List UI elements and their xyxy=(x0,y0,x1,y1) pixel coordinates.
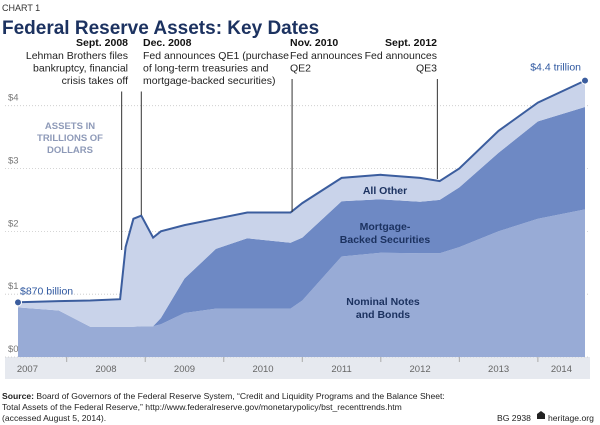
annotation-text: of long-term treasuries and xyxy=(143,63,269,75)
annotation-text: Lehman Brothers files xyxy=(26,50,128,62)
x-tick-label: 2014 xyxy=(551,364,572,375)
series-label: Nominal Notes xyxy=(346,296,420,308)
x-axis-band xyxy=(5,357,590,379)
source-line: Board of Governors of the Federal Reserv… xyxy=(34,391,445,401)
series-label: and Bonds xyxy=(356,309,410,321)
y-tick-label: $3 xyxy=(8,156,19,167)
annotation-text: bankruptcy, financial xyxy=(33,63,128,75)
annotation-text: crisis takes off xyxy=(62,75,128,87)
x-tick-label: 2010 xyxy=(252,364,273,375)
callout-dot xyxy=(581,76,589,85)
y-tick-label: $0 xyxy=(8,344,19,355)
y-axis-label: TRILLIONS OF xyxy=(37,133,103,144)
y-tick-label: $2 xyxy=(8,218,19,229)
callout-dot xyxy=(14,298,22,307)
site-icon xyxy=(537,411,545,419)
area xyxy=(18,209,585,357)
annotation-text: Fed announces xyxy=(365,50,437,62)
y-axis-label: DOLLARS xyxy=(47,145,93,156)
series-label: Mortgage- xyxy=(360,221,411,233)
report-id: BG 2938 xyxy=(497,413,531,423)
annotation-date: Nov. 2010 xyxy=(290,37,338,49)
area xyxy=(18,80,585,327)
callout-label: $4.4 trillion xyxy=(530,62,581,74)
source-line: (accessed August 5, 2014). xyxy=(2,413,106,423)
y-tick-label: $4 xyxy=(8,93,19,104)
annotation-text: Fed announces QE1 (purchase xyxy=(143,50,289,62)
chart-label: CHART 1 xyxy=(2,3,40,13)
site: heritage.org xyxy=(548,413,594,423)
x-tick-label: 2011 xyxy=(331,364,351,375)
callout-label: $870 billion xyxy=(20,285,73,297)
x-tick-label: 2008 xyxy=(95,364,116,375)
x-tick-label: 2013 xyxy=(488,364,509,375)
x-tick-label: 2007 xyxy=(17,364,38,375)
source: Source: Board of Governors of the Federa… xyxy=(2,391,445,401)
source-line: Total Assets of the Federal Reserve,” ht… xyxy=(2,402,402,412)
annotation-text: QE2 xyxy=(290,63,311,75)
series-label: All Other xyxy=(363,185,407,197)
y-axis-label: ASSETS IN xyxy=(45,121,95,132)
area xyxy=(18,107,585,327)
annotation-text: mortgage-backed securities) xyxy=(143,75,275,87)
series-label: Backed Securities xyxy=(340,234,431,246)
y-tick-label: $1 xyxy=(8,281,19,292)
annotation-date: Sept. 2008 xyxy=(76,37,128,49)
annotation-text: Fed announces xyxy=(290,50,362,62)
x-tick-label: 2009 xyxy=(174,364,195,375)
x-tick-label: 2012 xyxy=(410,364,431,375)
annotation-text: QE3 xyxy=(416,63,437,75)
footer: Source: Board of Governors of the Federa… xyxy=(2,391,594,423)
annotation-date: Sept. 2012 xyxy=(385,37,437,49)
chart-title: Federal Reserve Assets: Key Dates xyxy=(2,18,319,39)
source-label: Source: xyxy=(2,391,34,401)
annotation-date: Dec. 2008 xyxy=(143,37,192,49)
total-line xyxy=(17,79,586,304)
